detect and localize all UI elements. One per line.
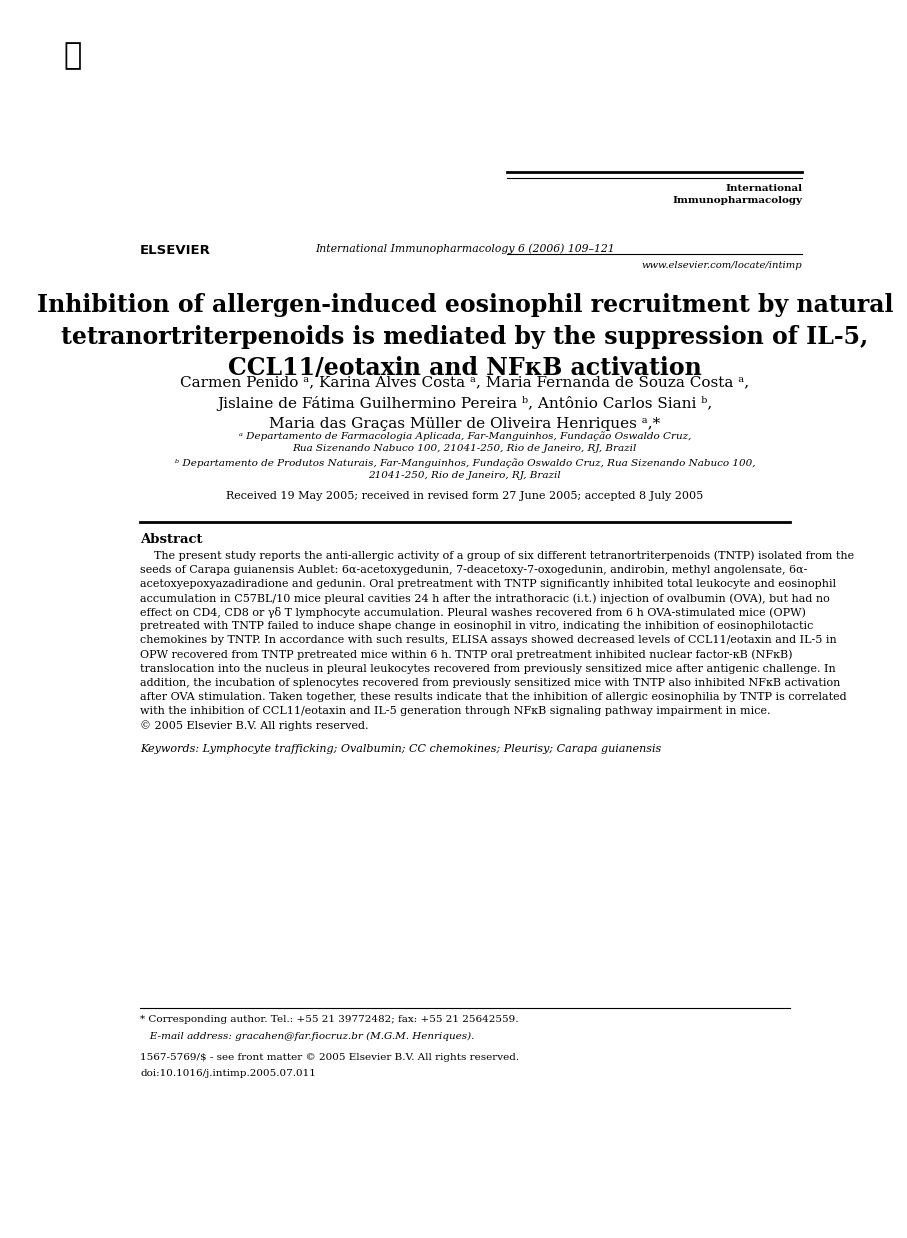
Text: 🌳: 🌳 — [63, 41, 83, 69]
Text: acetoxyepoxyazadiradione and gedunin. Oral pretreatment with TNTP significantly : acetoxyepoxyazadiradione and gedunin. Or… — [140, 579, 836, 589]
Text: chemokines by TNTP. In accordance with such results, ELISA assays showed decreas: chemokines by TNTP. In accordance with s… — [140, 635, 837, 645]
Text: Received 19 May 2005; received in revised form 27 June 2005; accepted 8 July 200: Received 19 May 2005; received in revise… — [226, 490, 704, 501]
Text: Carmen Penido ᵃ, Karina Alves Costa ᵃ, Maria Fernanda de Souza Costa ᵃ,
Jislaine: Carmen Penido ᵃ, Karina Alves Costa ᵃ, M… — [180, 375, 749, 431]
Text: pretreated with TNTP failed to induce shape change in eosinophil in vitro, indic: pretreated with TNTP failed to induce sh… — [140, 621, 814, 631]
Text: ᵃ Departamento de Farmacologia Aplicada, Far-Manguinhos, Fundação Oswaldo Cruz,
: ᵃ Departamento de Farmacologia Aplicada,… — [239, 431, 691, 453]
Text: Abstract: Abstract — [140, 532, 202, 546]
Text: www.elsevier.com/locate/intimp: www.elsevier.com/locate/intimp — [641, 261, 803, 270]
Text: addition, the incubation of splenocytes recovered from previously sensitized mic: addition, the incubation of splenocytes … — [140, 678, 841, 688]
Text: seeds of Carapa guianensis Aublet: 6α-acetoxygedunin, 7-deacetoxy-7-oxogedunin, : seeds of Carapa guianensis Aublet: 6α-ac… — [140, 565, 807, 574]
Text: OPW recovered from TNTP pretreated mice within 6 h. TNTP oral pretreatment inhib: OPW recovered from TNTP pretreated mice … — [140, 650, 793, 660]
Text: E-mail address: gracahen@far.fiocruz.br (M.G.M. Henriques).: E-mail address: gracahen@far.fiocruz.br … — [140, 1032, 474, 1041]
Text: 1567-5769/$ - see front matter © 2005 Elsevier B.V. All rights reserved.: 1567-5769/$ - see front matter © 2005 El… — [140, 1054, 519, 1062]
Text: ᵇ Departamento de Produtos Naturais, Far-Manguinhos, Fundação Oswaldo Cruz, Rua : ᵇ Departamento de Produtos Naturais, Far… — [174, 458, 756, 480]
Text: translocation into the nucleus in pleural leukocytes recovered from previously s: translocation into the nucleus in pleura… — [140, 664, 836, 673]
Text: after OVA stimulation. Taken together, these results indicate that the inhibitio: after OVA stimulation. Taken together, t… — [140, 692, 847, 702]
Text: International Immunopharmacology 6 (2006) 109–121: International Immunopharmacology 6 (2006… — [315, 244, 615, 255]
Text: © 2005 Elsevier B.V. All rights reserved.: © 2005 Elsevier B.V. All rights reserved… — [140, 721, 368, 730]
Text: The present study reports the anti-allergic activity of a group of six different: The present study reports the anti-aller… — [140, 551, 854, 561]
Text: * Corresponding author. Tel.: +55 21 39772482; fax: +55 21 25642559.: * Corresponding author. Tel.: +55 21 397… — [140, 1015, 519, 1024]
Text: doi:10.1016/j.intimp.2005.07.011: doi:10.1016/j.intimp.2005.07.011 — [140, 1070, 316, 1078]
Text: ELSEVIER: ELSEVIER — [140, 244, 211, 258]
Text: International
Immunopharmacology: International Immunopharmacology — [672, 183, 803, 204]
Text: with the inhibition of CCL11/eotaxin and IL-5 generation through NFκB signaling : with the inhibition of CCL11/eotaxin and… — [140, 706, 771, 716]
Text: Keywords: Lymphocyte trafficking; Ovalbumin; CC chemokines; Pleurisy; Carapa gui: Keywords: Lymphocyte trafficking; Ovalbu… — [140, 744, 661, 754]
Text: effect on CD4, CD8 or γδ T lymphocyte accumulation. Pleural washes recovered fro: effect on CD4, CD8 or γδ T lymphocyte ac… — [140, 608, 806, 618]
Text: accumulation in C57BL/10 mice pleural cavities 24 h after the intrathoracic (i.t: accumulation in C57BL/10 mice pleural ca… — [140, 593, 830, 604]
Text: Inhibition of allergen-induced eosinophil recruitment by natural
tetranortriterp: Inhibition of allergen-induced eosinophi… — [36, 293, 893, 380]
